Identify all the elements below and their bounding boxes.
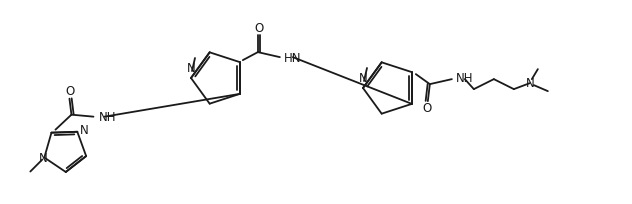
Text: N: N [358, 72, 367, 85]
Text: NH: NH [99, 111, 116, 124]
Text: O: O [422, 102, 432, 115]
Text: O: O [66, 85, 75, 98]
Text: N: N [186, 62, 195, 75]
Text: NH: NH [456, 72, 473, 85]
Text: N: N [39, 152, 47, 165]
Text: HN: HN [284, 52, 301, 65]
Text: N: N [525, 77, 534, 90]
Text: O: O [254, 22, 264, 35]
Text: N: N [80, 124, 89, 137]
